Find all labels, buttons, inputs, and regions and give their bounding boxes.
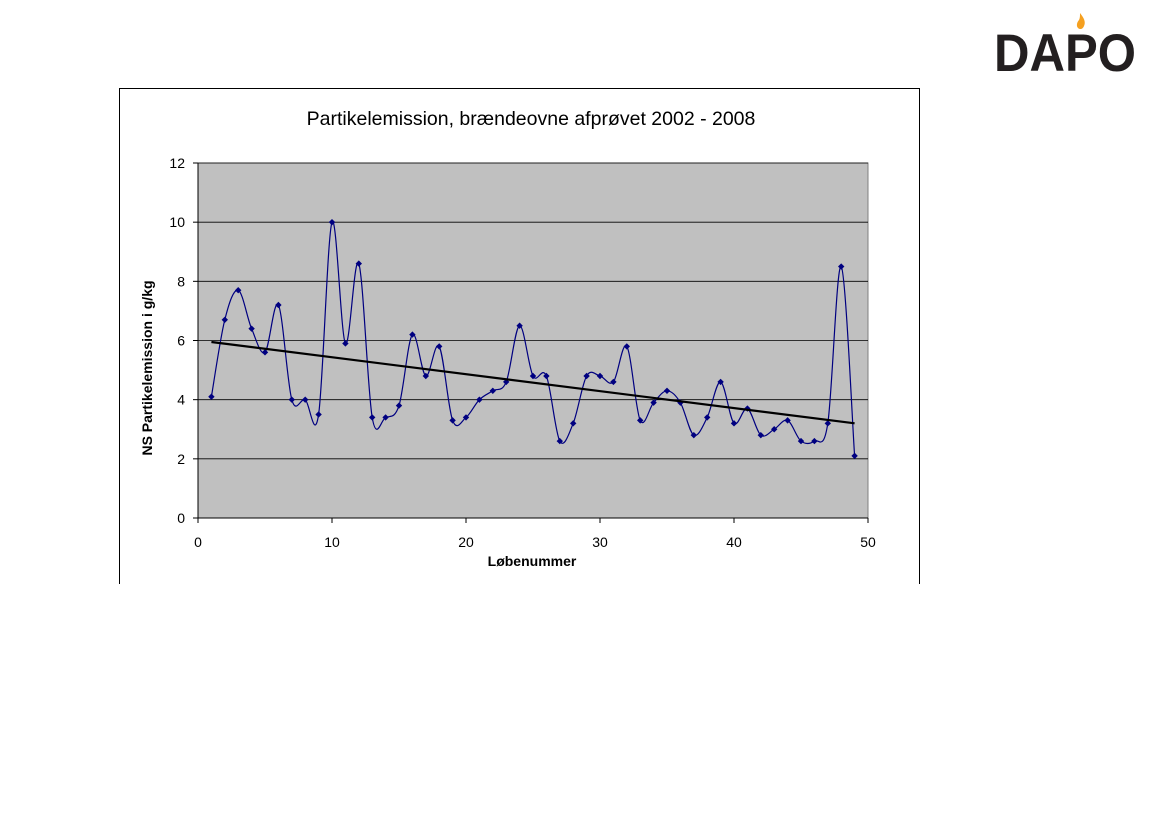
x-tick-label: 50 — [860, 534, 876, 550]
data-point — [811, 437, 818, 445]
y-tick-label: 0 — [177, 510, 185, 526]
y-tick-label: 8 — [177, 273, 185, 289]
data-point — [650, 399, 657, 406]
data-point — [302, 396, 309, 403]
dapo-logo: DAPO — [985, 8, 1145, 83]
data-point — [342, 340, 349, 347]
data-point — [369, 414, 376, 421]
x-tick-label: 10 — [324, 534, 340, 550]
data-point — [275, 301, 282, 309]
x-axis-label: Løbenummer — [488, 553, 577, 569]
data-point — [476, 396, 483, 403]
y-tick-label: 6 — [177, 333, 185, 349]
data-point — [436, 343, 443, 350]
y-axis-label: NS Partikelemission i g/kg — [139, 280, 155, 455]
data-point — [315, 411, 322, 418]
data-point — [851, 452, 858, 460]
chart-title: Partikelemission, brændeovne afprøvet 20… — [307, 108, 756, 130]
flame-icon — [1076, 13, 1085, 30]
dapo-logo-graphic: DAPO — [994, 13, 1136, 83]
data-point — [516, 322, 523, 329]
x-tick-label: 0 — [194, 534, 202, 550]
data-point — [382, 414, 389, 421]
data-point — [221, 316, 228, 323]
data-point — [717, 378, 724, 386]
data-point — [596, 372, 604, 380]
y-tick-label: 10 — [169, 214, 185, 230]
data-point — [288, 396, 295, 403]
grid-lines — [198, 162, 868, 460]
data-point — [261, 349, 269, 356]
data-point — [784, 417, 791, 424]
data-point — [409, 331, 416, 338]
data-point — [797, 437, 805, 445]
y-tick-label: 12 — [169, 155, 185, 171]
particle-emission-chart: 0 2 4 6 8 10 12 0 10 20 30 40 50 Partikelemission, … — [119, 88, 920, 584]
series-line — [210, 221, 856, 456]
data-point — [208, 393, 215, 400]
y-tick-label: 4 — [177, 392, 185, 408]
dapo-logo-text: DAPO — [994, 24, 1136, 80]
data-point — [838, 263, 845, 270]
data-point — [355, 260, 362, 267]
x-tick-label: 30 — [592, 534, 608, 550]
data-point — [663, 387, 671, 394]
data-point — [690, 431, 697, 439]
data-point — [704, 414, 711, 421]
y-tick-label: 2 — [177, 451, 185, 467]
data-point — [730, 420, 738, 427]
y-axis-ticks: 0 2 4 6 8 10 12 — [169, 155, 199, 526]
data-point — [248, 325, 255, 332]
data-point — [824, 420, 831, 427]
x-tick-label: 40 — [726, 534, 742, 550]
data-point — [757, 431, 764, 439]
x-axis-ticks: 0 10 20 30 40 50 — [194, 517, 876, 550]
x-tick-label: 20 — [458, 534, 474, 550]
chart-area: 0 2 4 6 8 10 12 0 10 20 30 40 50 Partikelemission, … — [119, 88, 920, 584]
data-point — [771, 426, 778, 433]
data-point — [489, 387, 496, 394]
data-point — [235, 287, 242, 294]
data-point — [543, 372, 550, 380]
data-point — [637, 417, 644, 424]
trendline — [211, 340, 855, 425]
data-point — [422, 372, 429, 380]
data-point — [583, 372, 590, 380]
data-point — [610, 378, 617, 386]
data-point — [395, 402, 403, 409]
data-point — [529, 372, 537, 380]
data-point — [462, 414, 470, 421]
data-point — [328, 218, 336, 226]
data-point — [449, 417, 456, 424]
